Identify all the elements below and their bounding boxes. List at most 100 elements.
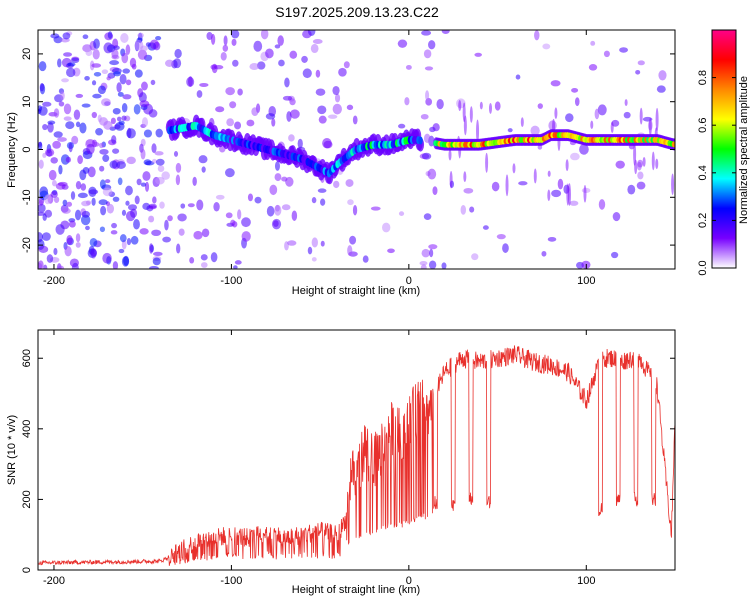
spectrogram-speckle [174,48,182,59]
spectrogram-speckle [121,115,127,121]
spectrogram-speckle [343,61,350,69]
spectrogram-speckle [110,230,118,235]
spectrogram-speckle [542,43,551,50]
spectrogram-speckle [38,245,49,253]
spectrogram-streak [651,151,655,171]
spectrogram-speckle [151,229,162,237]
spectrogram-streak [642,156,646,167]
spectrogram-speckle [130,208,138,218]
spectrogram-speckle [603,50,610,58]
spectrogram-speckle [53,131,63,138]
spectrogram-speckle [97,114,102,123]
spectrogram-speckle [140,45,148,52]
spectrogram-streak [469,106,473,123]
spectrogram-speckle [421,152,432,160]
spectrogram-speckle [152,196,157,204]
spectrogram-speckle [177,213,187,222]
spectrogram-speckle [223,35,228,46]
spectrogram-speckle [148,109,158,118]
spectrogram-speckle [312,38,323,44]
colorbar-tick-label: 0.4 [697,165,709,180]
colorbar-tick-label: 0.2 [697,213,709,228]
spectrogram-speckle [274,173,282,182]
spectrogram-speckle [91,80,97,86]
spectrogram-streak [583,184,587,203]
spectrogram-speckle [136,178,142,186]
spectrogram-streak [671,173,675,195]
spectrogram-speckle [428,244,438,250]
spectrogram-speckle [92,142,100,147]
spectrogram-speckle [99,148,109,155]
spectrogram-speckle [46,254,54,263]
colorbar: 0.0 0.2 0.4 0.6 0.8 Normalized spectral ampl… [697,29,750,276]
x-tick-label: -200 [43,575,65,587]
spectrogram-speckle [101,98,111,107]
spectrogram-speckle [318,115,327,124]
spectrogram-speckle [38,199,43,207]
spectrogram-speckle [155,158,165,166]
spectrogram-speckle [352,204,358,216]
spectrogram-speckle [89,237,98,247]
spectrogram-speckle [65,121,75,130]
spectrogram-speckle [311,197,317,204]
spectrogram-speckle [58,164,63,175]
spectrogram-speckle [229,101,237,109]
spectrogram-speckle [226,118,235,127]
spectrogram-speckle [474,52,482,57]
spectrogram-speckle [154,151,164,156]
spectrogram-streak [476,119,480,143]
spectrogram-speckle [101,69,109,75]
spectrogram-speckle [370,206,381,211]
spectrogram-speckle [278,59,285,67]
spectrogram-speckle [134,69,143,78]
spectrogram-speckle [541,250,547,257]
spectrogram-speckle [110,117,116,125]
spectrogram-speckle [57,265,65,269]
spectrogram-speckle [117,91,124,97]
spectrogram-speckle [200,254,208,261]
colorbar-frame [711,29,737,269]
spectrogram-speckle [315,69,321,78]
spectrogram-speckle [332,103,342,115]
spectrogram-speckle [230,219,236,227]
spectrogram-speckle [427,168,437,180]
spectrogram-speckle [637,60,645,66]
spectrogram-speckle [345,179,354,187]
spectrogram-speckle [637,171,644,180]
spectrogram-speckle [346,104,354,111]
spectrogram-speckle [75,242,81,248]
spectrogram-speckle [125,79,132,86]
spectrogram-streak [568,183,572,206]
spectrogram-speckle [139,100,150,108]
spectrogram-speckle [246,119,255,127]
spectrogram-speckle [63,116,72,121]
spectrogram-speckle [38,260,44,269]
spectrogram-speckle [494,101,501,111]
spectrogram-speckle [231,30,240,39]
spectrogram-speckle [119,74,127,85]
spectrogram-streak [639,107,643,125]
spectrogram-speckle [175,174,181,186]
spectrogram-speckle [460,204,467,215]
spectrogram-speckle [570,152,580,161]
spectrogram-speckle [149,243,154,254]
spectrogram-speckle [598,199,606,210]
spectrogram-speckle [266,205,275,217]
spectrogram-speckle [38,61,47,72]
spectrogram-speckle [231,38,237,46]
spectrogram-speckle [73,109,81,120]
spectrogram-speckle [121,209,127,216]
spectrogram-streak [448,149,452,161]
spectrogram-speckle [469,206,475,213]
spectrogram-speckle [97,85,106,95]
spectrogram-speckle [62,32,71,40]
spectrogram-speckle [569,200,579,206]
spectrogram-speckle [281,176,288,182]
colorbar-tick-label: 0.6 [697,118,709,133]
spectrogram-speckle [86,143,95,155]
spectrogram-speckle [491,181,500,192]
spectrogram-speckle [265,113,276,120]
chart-title: S197.2025.209.13.23.C22 [275,4,439,20]
spectrogram-speckle [53,247,58,256]
spectrogram-speckle [167,215,173,222]
